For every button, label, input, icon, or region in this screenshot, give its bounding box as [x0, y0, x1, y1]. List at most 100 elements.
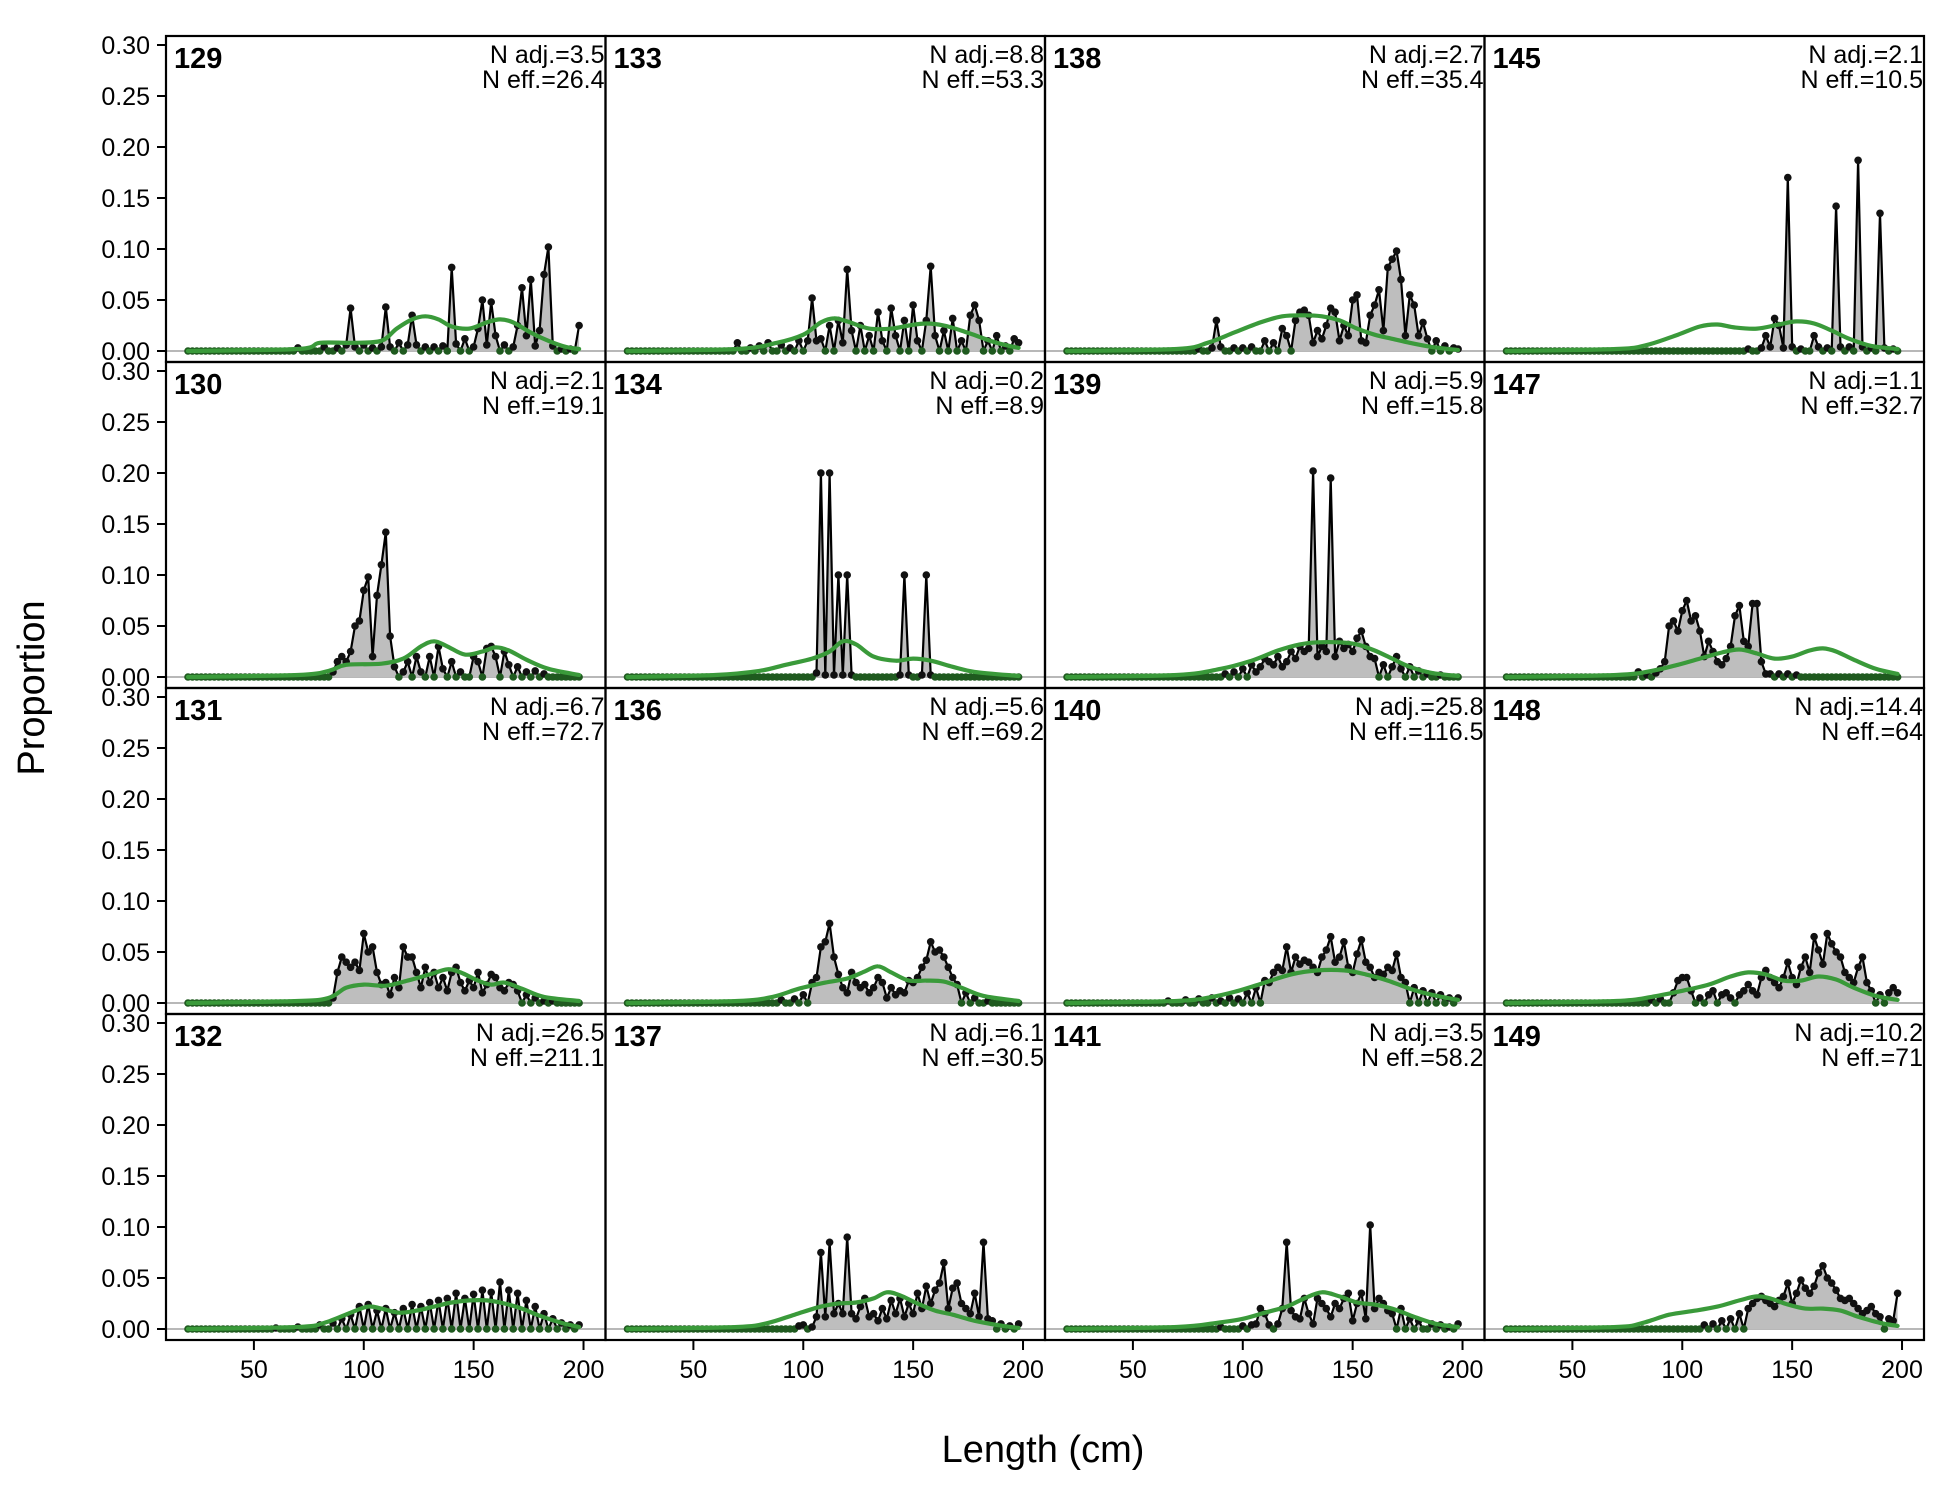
- observed-point: [1805, 968, 1814, 977]
- observed-point: [1704, 1325, 1713, 1333]
- n-adj-label: N adj.=8.8: [929, 41, 1044, 69]
- observed-point: [1832, 1286, 1840, 1294]
- n-adj-label: N adj.=3.5: [1369, 1019, 1484, 1047]
- observed-point: [1256, 663, 1265, 671]
- observed-point: [509, 343, 517, 351]
- observed-point: [478, 673, 487, 681]
- observed-point: [368, 943, 377, 951]
- observed-point: [759, 347, 768, 355]
- x-tick-label: 50: [1119, 1356, 1147, 1384]
- observed-point: [1744, 642, 1752, 651]
- observed-point: [869, 983, 878, 992]
- expected-line: [1504, 646, 1900, 680]
- observed-point: [918, 671, 926, 679]
- panel-136: 136 N adj.=5.6N eff.=69.2: [604, 686, 1047, 1016]
- observed-point: [1282, 1238, 1291, 1247]
- observed-point: [830, 953, 838, 961]
- n-adj-label: N adj.=25.8: [1355, 693, 1484, 721]
- observed-point: [909, 1309, 917, 1318]
- observed-point: [1256, 1304, 1265, 1313]
- observed-point: [474, 968, 482, 977]
- observed-area: [1506, 600, 1898, 677]
- observed-point: [1269, 1325, 1278, 1333]
- panel-id-label: 131: [174, 695, 222, 727]
- observed-point: [1726, 1315, 1735, 1323]
- n-eff-label: N eff.=71: [1821, 1044, 1923, 1072]
- observed-point: [1326, 474, 1335, 482]
- observed-point: [1366, 311, 1374, 320]
- observed-point: [900, 989, 909, 997]
- observed-point: [474, 657, 482, 666]
- observed-point: [1388, 1309, 1396, 1318]
- observed-point: [408, 673, 416, 681]
- observed-point: [1423, 335, 1432, 343]
- observed-point: [975, 316, 983, 325]
- observed-point: [843, 571, 851, 579]
- observed-point: [1401, 331, 1410, 340]
- panel-139: 139 N adj.=5.9N eff.=15.8: [1043, 360, 1486, 690]
- observed-point: [469, 343, 478, 351]
- observed-area: [188, 1282, 580, 1329]
- observed-point: [1731, 612, 1739, 620]
- observed-point: [1784, 173, 1792, 182]
- observed-point: [452, 340, 460, 348]
- n-eff-label: N eff.=116.5: [1349, 718, 1484, 746]
- observed-point: [940, 953, 948, 961]
- x-tick-label: 200: [563, 1356, 605, 1384]
- panel-149: 149 N adj.=10.2N eff.=71: [1483, 1012, 1926, 1342]
- observed-point: [1740, 637, 1748, 646]
- observed-point: [522, 331, 531, 340]
- observed-point: [883, 347, 891, 355]
- observed-point: [373, 591, 381, 600]
- observed-point: [975, 1313, 983, 1321]
- observed-point: [1797, 1276, 1805, 1284]
- observed-point: [1432, 999, 1440, 1007]
- observed-point: [900, 316, 909, 325]
- y-tick-label: 0.30: [101, 684, 150, 712]
- observed-point: [944, 347, 953, 355]
- observed-point: [1203, 999, 1212, 1007]
- observed-point: [1801, 953, 1810, 961]
- observed-point: [861, 347, 869, 355]
- observed-point: [439, 1325, 447, 1333]
- observed-point: [1344, 331, 1353, 340]
- observed-point: [1406, 999, 1414, 1007]
- observed-point: [1353, 291, 1361, 299]
- observed-point: [1318, 1299, 1326, 1308]
- y-tick-label: 0.10: [101, 1214, 150, 1242]
- observed-point: [1384, 673, 1392, 681]
- observed-point: [443, 1294, 452, 1303]
- observed-point: [1291, 316, 1300, 325]
- observed-point: [953, 347, 961, 355]
- observed-point: [342, 958, 351, 966]
- observed-point: [1893, 989, 1902, 997]
- observed-point: [403, 657, 412, 666]
- observed-point: [1304, 958, 1313, 966]
- panel-id-label: 147: [1493, 369, 1541, 401]
- observed-point: [1832, 202, 1840, 210]
- observed-point: [434, 347, 443, 355]
- observed-point: [808, 294, 816, 302]
- observed-point: [1357, 936, 1366, 944]
- observed-point: [1770, 978, 1779, 987]
- observed-point: [1731, 1325, 1739, 1333]
- observed-point: [812, 1313, 821, 1321]
- observed-point: [1845, 973, 1854, 982]
- x-tick-label: 50: [1558, 1356, 1586, 1384]
- observed-point: [1357, 627, 1366, 635]
- panel-id-label: 129: [174, 43, 222, 75]
- observed-point: [891, 1309, 900, 1318]
- observed-point: [522, 1296, 531, 1305]
- y-tick-label: 0.00: [101, 338, 150, 366]
- observed-point: [491, 973, 500, 982]
- observed-point: [966, 999, 975, 1007]
- observed-point: [962, 1304, 970, 1313]
- observed-point: [360, 1325, 368, 1333]
- observed-point: [1696, 994, 1704, 1002]
- observed-point: [1208, 344, 1216, 352]
- observed-point: [1779, 1292, 1788, 1301]
- observed-point: [390, 663, 399, 671]
- observed-point: [966, 1309, 975, 1318]
- observed-point: [825, 1238, 834, 1247]
- observed-point: [1348, 1317, 1357, 1325]
